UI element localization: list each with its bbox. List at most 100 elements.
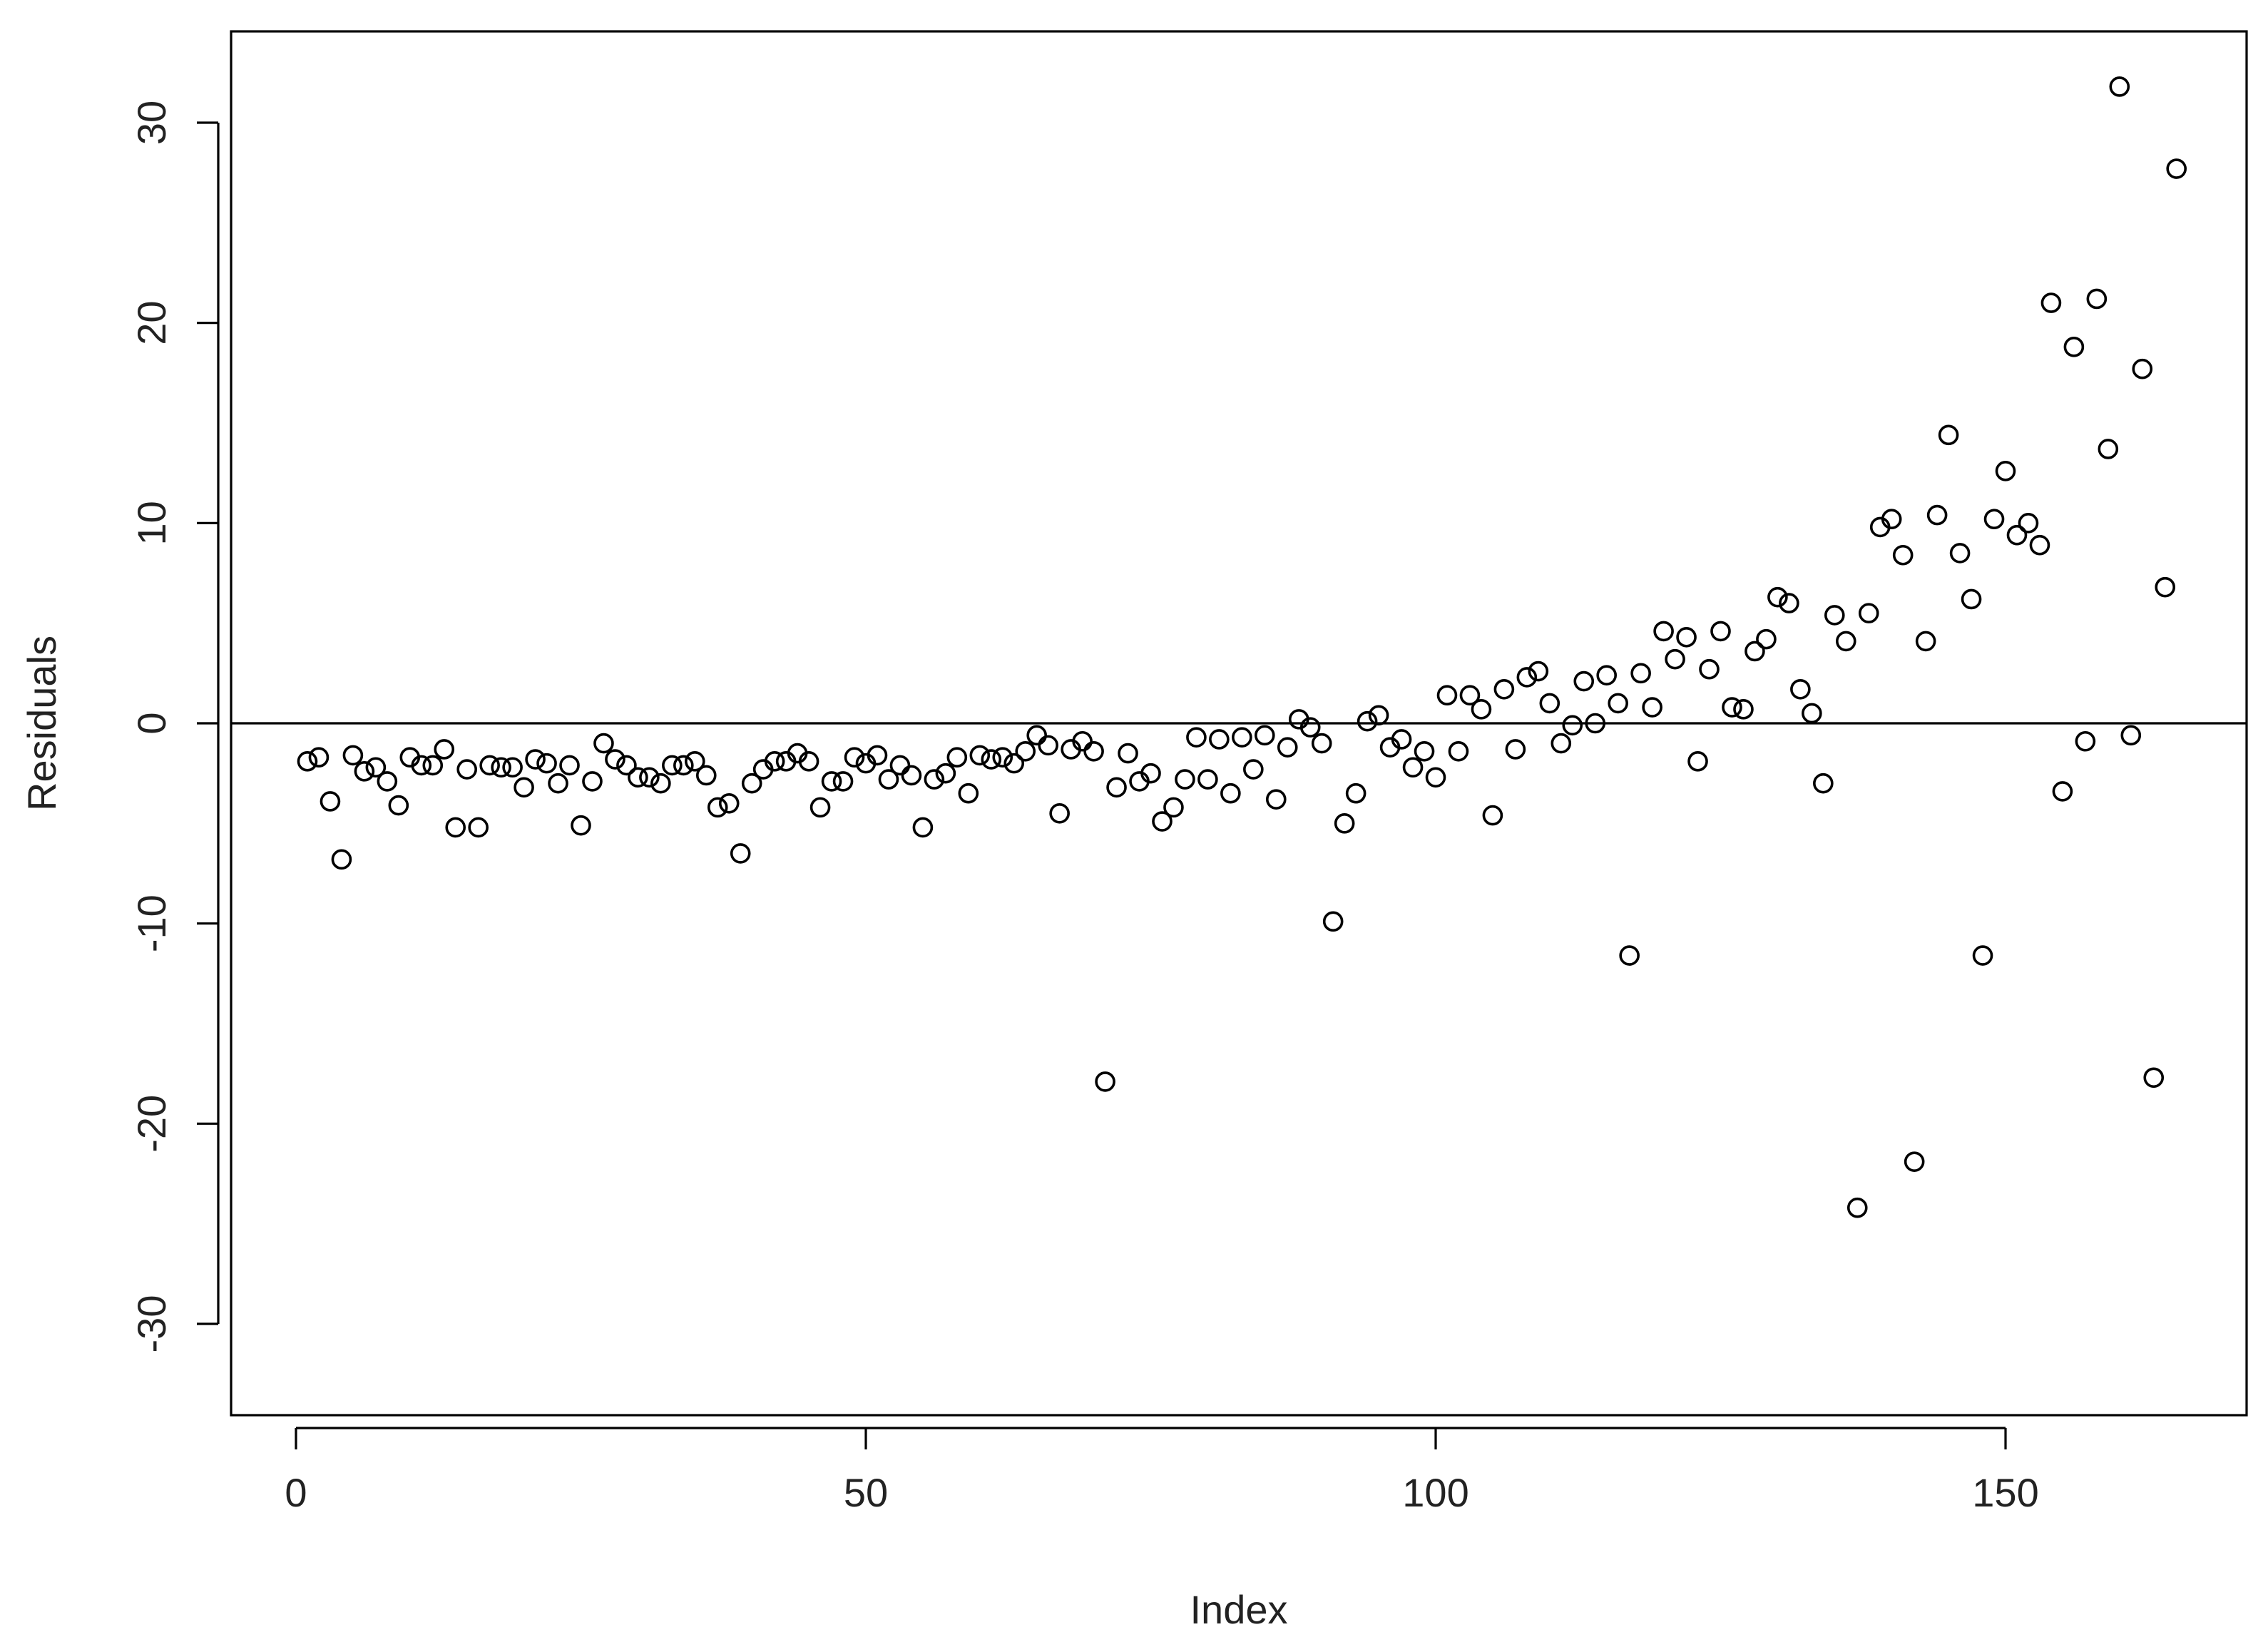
x-axis-title: Index [1190,1587,1288,1632]
data-point [1243,759,1264,780]
data-point [1813,772,1834,794]
data-point [2018,513,2039,534]
x-tick-label: 0 [285,1470,307,1515]
data-point [502,757,523,778]
data-point [1106,777,1127,798]
data-point [1665,648,1685,670]
data-point [559,755,580,776]
y-tick-label: 10 [129,501,174,545]
data-point [1197,769,1218,790]
data-point [1026,725,1047,746]
data-point [1140,763,1161,784]
y-tick-label: -20 [129,1095,174,1153]
data-point [662,755,683,776]
data-point [1779,593,1799,613]
data-point [684,751,705,772]
data-point [1528,661,1549,682]
data-point [1209,729,1230,750]
data-point [1676,627,1697,648]
data-point [2063,337,2085,357]
data-point [2086,288,2108,310]
data-point [1995,461,2016,481]
x-tick-label: 100 [1402,1470,1468,1515]
data-point [981,749,1002,770]
data-point [1687,751,1708,772]
data-point [1619,945,1640,966]
data-point [1767,586,1788,608]
data-point [1881,509,1902,530]
data-point [992,747,1013,768]
data-point [2132,358,2153,379]
data-point [1802,703,1822,724]
data-point [628,767,648,788]
data-point [2109,76,2130,97]
data-point [1630,663,1651,684]
data-point [1915,631,1936,652]
data-point [639,767,660,788]
data-point [1585,713,1606,734]
data-point [1425,767,1446,788]
data-points [297,76,2187,1218]
data-point [1414,740,1435,762]
data-point [867,745,888,766]
data-point [1926,504,1948,526]
data-point [2029,534,2050,556]
data-point [832,771,854,792]
data-point [1710,621,1731,642]
data-point [445,817,466,838]
data-point [1436,685,1458,706]
data-point [1562,715,1583,736]
data-point [1003,753,1025,774]
data-point [1961,588,1982,610]
data-point [1733,699,1754,720]
x-tick-label: 150 [1972,1470,2038,1515]
data-point [1152,811,1173,832]
data-point [422,755,444,776]
data-point [1391,729,1412,750]
data-point [718,792,740,814]
data-point [2052,781,2073,802]
data-point [809,797,831,818]
data-point [1471,699,1492,720]
data-point [491,757,511,778]
data-point [536,753,557,774]
data-point [1642,697,1662,718]
data-point [1322,911,1344,932]
data-point [958,782,979,804]
data-point [1653,621,1674,642]
y-tick-label: -10 [129,894,174,952]
data-point [1949,543,1971,564]
data-point [695,765,717,786]
data-point [434,739,455,760]
data-point [456,759,478,780]
data-point [1846,1197,1868,1218]
data-point [1015,740,1036,762]
data-point [741,772,762,794]
data-point [1186,727,1207,748]
data-point [1163,797,1184,818]
data-point [1265,789,1287,810]
data-point [1756,628,1777,650]
data-point [1072,730,1093,752]
x-axis: 0 50 100 150 [285,1427,2039,1515]
data-point [514,777,534,798]
y-tick-label: 0 [129,712,174,734]
data-point [1892,544,1914,566]
data-point [1038,735,1058,756]
data-point [377,771,398,792]
data-point [548,772,568,794]
data-point [479,755,500,776]
data-point [1311,733,1332,754]
data-point [673,755,694,776]
data-point [1083,740,1104,762]
data-point [1357,710,1378,732]
data-point [1448,740,1469,762]
data-point [388,795,409,816]
data-point [1299,717,1321,738]
data-point [1345,782,1367,804]
data-point [1858,603,1879,623]
data-point [1904,1151,1925,1172]
data-point [1505,739,1526,760]
data-point [1972,945,1993,966]
data-point [1790,678,1811,700]
